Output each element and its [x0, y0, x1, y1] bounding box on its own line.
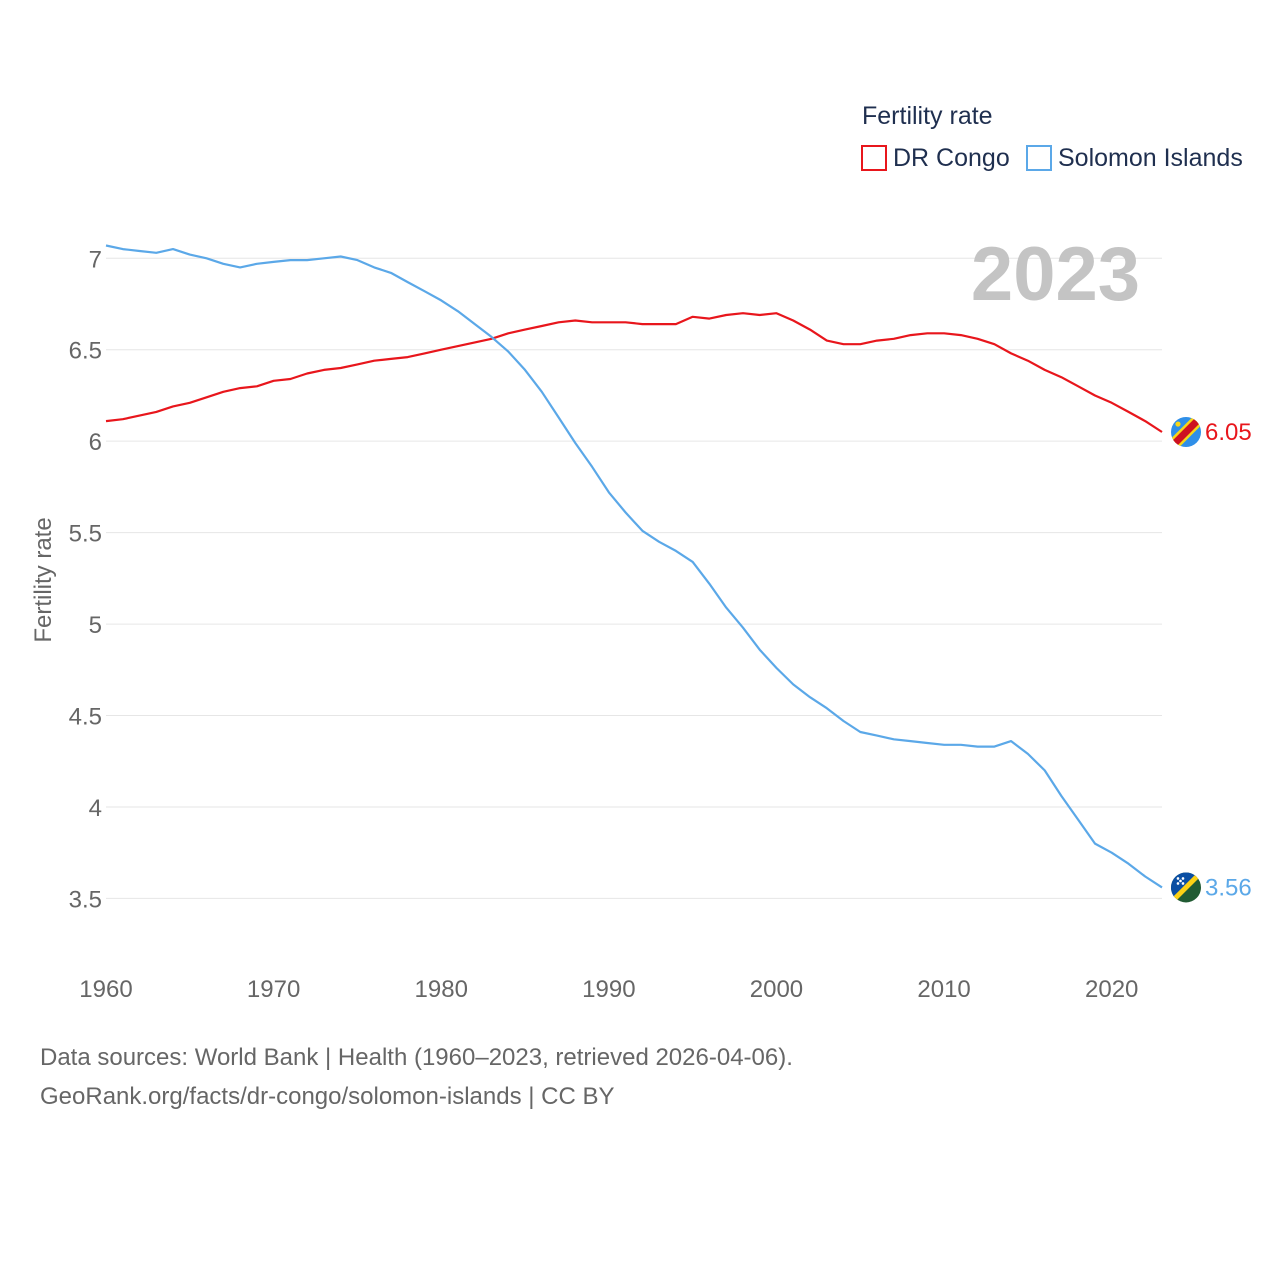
legend[interactable]: Fertility rate DR Congo Solomon Islands: [861, 102, 1243, 172]
x-tick-label: 2000: [750, 976, 803, 1003]
series-line-solomon-islands[interactable]: [105, 244, 1163, 889]
flag-icon-solomon-islands: [1171, 872, 1201, 903]
footer-sources: Data sources: World Bank | Health (1960–…: [40, 1044, 793, 1071]
chart-title-year: 2023: [971, 232, 1140, 317]
y-tick-label: 5.5: [69, 521, 102, 548]
x-tick-label: 1970: [247, 976, 300, 1003]
x-tick-label: 1990: [582, 976, 635, 1003]
y-tick-label: 4: [89, 795, 102, 822]
x-tick-label: 1980: [415, 976, 468, 1003]
x-tick-label: 2020: [1085, 976, 1138, 1003]
end-markers: 6.05 3.56: [1171, 417, 1252, 903]
legend-label-solomon-islands: Solomon Islands: [1058, 144, 1243, 172]
end-value-label-dr-congo: 6.05: [1205, 419, 1252, 446]
y-tick-label: 5: [89, 612, 102, 639]
x-tick-label: 1960: [79, 976, 132, 1003]
y-axis-label: Fertility rate: [30, 517, 57, 642]
y-tick-label: 7: [89, 246, 102, 273]
legend-swatch-dr-congo: [861, 145, 887, 171]
y-tick-label: 3.5: [69, 886, 102, 913]
grid-lines: [106, 257, 1162, 899]
legend-label-dr-congo: DR Congo: [893, 144, 1010, 172]
footer-credit[interactable]: GeoRank.org/facts/dr-congo/solomon-islan…: [40, 1083, 615, 1110]
end-value-label-solomon-islands: 3.56: [1205, 874, 1252, 901]
y-tick-label: 6.5: [69, 338, 102, 365]
series-lines: [105, 244, 1163, 889]
legend-title: Fertility rate: [862, 102, 993, 130]
x-tick-label: 2010: [917, 976, 970, 1003]
x-axis-ticks: 1960 1970 1980 1990 2000 2010 2020: [79, 976, 1138, 1003]
flag-icon-dr-congo: [1171, 417, 1201, 448]
y-axis-ticks: 3.5 4 4.5 5 5.5 6 6.5 7: [69, 246, 102, 913]
y-tick-label: 6: [89, 429, 102, 456]
legend-item-solomon-islands[interactable]: Solomon Islands: [1026, 144, 1243, 172]
series-line-dr-congo[interactable]: [105, 312, 1163, 433]
legend-swatch-solomon-islands: [1026, 145, 1052, 171]
y-tick-label: 4.5: [69, 704, 102, 731]
legend-item-dr-congo[interactable]: DR Congo: [861, 144, 1010, 172]
